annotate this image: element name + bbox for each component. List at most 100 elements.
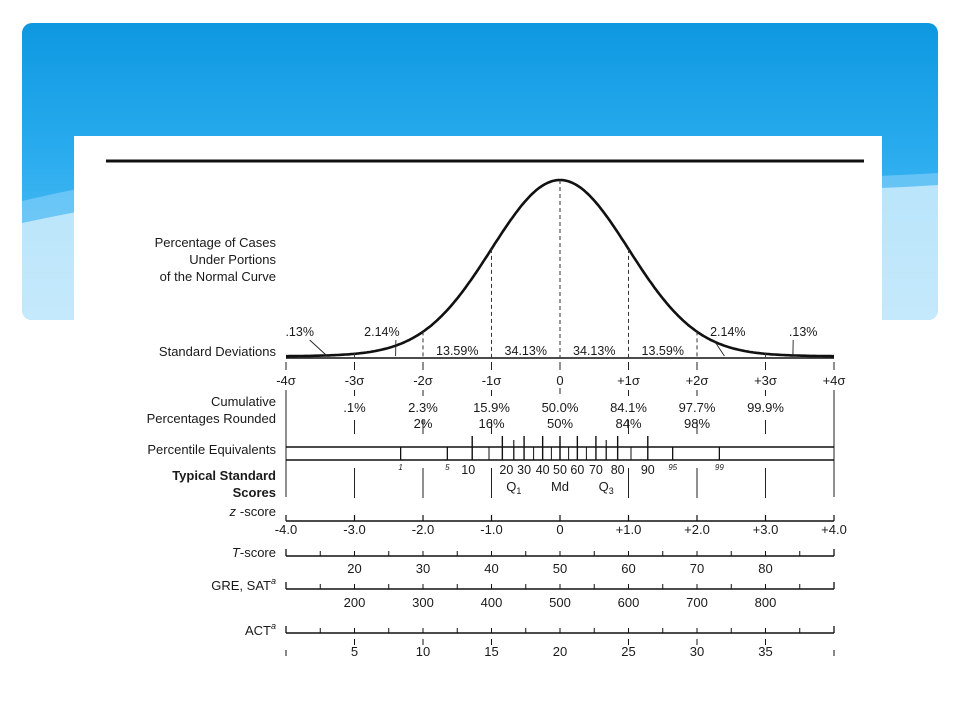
cumulative-percentage: 84.1% (610, 400, 647, 415)
sigma-label: -2σ (413, 373, 433, 388)
quartile-base: Q (599, 479, 609, 494)
t-score-label: 70 (690, 561, 704, 576)
z-score-label: -4.0 (275, 522, 297, 537)
percentile-label: 80 (611, 463, 625, 477)
z-score-label: -3.0 (343, 522, 365, 537)
row-label-cases-1: Percentage of Cases (155, 235, 277, 250)
sigma-label: +4σ (823, 373, 846, 388)
area-percentage: 34.13% (505, 344, 547, 358)
t-score-suffix: -score (240, 545, 276, 560)
t-score-label: 20 (347, 561, 361, 576)
act-superscript: a (271, 621, 276, 631)
area-percentage: 13.59% (436, 344, 478, 358)
percentile-small-label: 5 (445, 463, 450, 472)
row-label-cases-2: Under Portions (189, 252, 276, 267)
act-label: 25 (621, 644, 635, 659)
quartile-label: Q1 (506, 479, 521, 496)
row-label-standard-deviations: Standard Deviations (159, 344, 277, 359)
score-scales: -4σ -3σ -2σ -1σ 0 +1σ +2σ +3σ +4σ .1% 2.3% 15.9% 50.… (275, 362, 847, 659)
area-percentage: .13% (285, 325, 314, 339)
cumulative-rounded: 16% (478, 416, 504, 431)
percentile-label: 90 (641, 463, 655, 477)
percentile-label: 70 (589, 463, 603, 477)
cumulative-rounded: 2% (414, 416, 433, 431)
cumulative-rounded: 84% (615, 416, 641, 431)
act-label: 15 (484, 644, 498, 659)
row-label-cumulative-1: Cumulative (211, 394, 276, 409)
gre-sat-label: 400 (481, 595, 503, 610)
quartile-base: Q (506, 479, 516, 494)
percentile-label: 30 (517, 463, 531, 477)
row-label-typical-2: Scores (233, 485, 276, 500)
quartile-label: Md (551, 479, 569, 494)
z-score-label: -1.0 (480, 522, 502, 537)
normal-distribution-diagram: Percentage of Cases Under Portions of th… (106, 159, 864, 659)
gre-sat-label: 700 (686, 595, 708, 610)
act-text: ACT (245, 623, 271, 638)
cumulative-percentage: 2.3% (408, 400, 438, 415)
t-symbol: T (232, 545, 241, 560)
area-percentage: 13.59% (642, 344, 684, 358)
t-score-label: 60 (621, 561, 635, 576)
t-score-label: 30 (416, 561, 430, 576)
act-label: 10 (416, 644, 430, 659)
act-label: 5 (351, 644, 358, 659)
t-score-label: 40 (484, 561, 498, 576)
sigma-label: -1σ (482, 373, 502, 388)
percentile-small-label: 1 (398, 463, 402, 472)
act-label: 35 (758, 644, 772, 659)
area-percentage: 2.14% (710, 325, 745, 339)
cumulative-rounded: 98% (684, 416, 710, 431)
cumulative-percentage: 15.9% (473, 400, 510, 415)
cumulative-percentage: 97.7% (679, 400, 716, 415)
sigma-label: 0 (556, 373, 563, 388)
z-score-label: +2.0 (684, 522, 710, 537)
row-label-cumulative-2: Percentages Rounded (147, 411, 276, 426)
quartile-base: Md (551, 479, 569, 494)
t-score-label: 80 (758, 561, 772, 576)
gre-sat-label: 200 (344, 595, 366, 610)
percentile-small-label: 95 (668, 463, 677, 472)
percentile-label: 10 (461, 463, 475, 477)
gre-sat-label: 500 (549, 595, 571, 610)
row-label-typical-1: Typical Standard (172, 468, 276, 483)
sigma-label: -3σ (345, 373, 365, 388)
cumulative-rounded: 50% (547, 416, 573, 431)
sigma-label: +3σ (754, 373, 777, 388)
sigma-label: +1σ (617, 373, 640, 388)
gre-sat-label: 600 (618, 595, 640, 610)
percentile-label: 60 (570, 463, 584, 477)
row-label-z-score: -score (240, 504, 276, 519)
z-score-label: 0 (556, 522, 563, 537)
area-pointer (713, 339, 725, 357)
z-score-label: +1.0 (616, 522, 642, 537)
area-percentage: .13% (789, 325, 818, 339)
act-label: 20 (553, 644, 567, 659)
gre-sat-label: 800 (755, 595, 777, 610)
cumulative-percentage: 50.0% (542, 400, 579, 415)
z-score-label: +4.0 (821, 522, 847, 537)
percentile-label: 40 (536, 463, 550, 477)
t-score-label: 50 (553, 561, 567, 576)
z-score-label: -2.0 (412, 522, 434, 537)
row-label-z-score-symbol: z (229, 504, 237, 519)
sigma-label: -4σ (276, 373, 296, 388)
act-label: 30 (690, 644, 704, 659)
quartile-subscript: 1 (516, 486, 521, 496)
cumulative-percentage: .1% (343, 400, 366, 415)
gre-sat-label: 300 (412, 595, 434, 610)
row-label-cases-3: of the Normal Curve (160, 269, 276, 284)
z-score-label: +3.0 (753, 522, 779, 537)
row-label-percentile: Percentile Equivalents (147, 442, 276, 457)
row-label-t-score: T-score (232, 545, 276, 560)
percentile-label: 50 (553, 463, 567, 477)
row-label-act: ACTa (245, 621, 276, 638)
area-pointer (309, 339, 328, 357)
gre-sat-text: GRE, SAT (211, 578, 271, 593)
quartile-label: Q3 (599, 479, 614, 496)
percentile-small-label: 99 (715, 463, 724, 472)
row-label-gre-sat: GRE, SATa (211, 576, 276, 593)
quartile-subscript: 3 (609, 486, 614, 496)
normal-curve: .13% 2.14% 13.59% 34.13% 34.13% 13.59% 2.14% .1… (285, 178, 834, 359)
percentile-label: 20 (499, 463, 513, 477)
